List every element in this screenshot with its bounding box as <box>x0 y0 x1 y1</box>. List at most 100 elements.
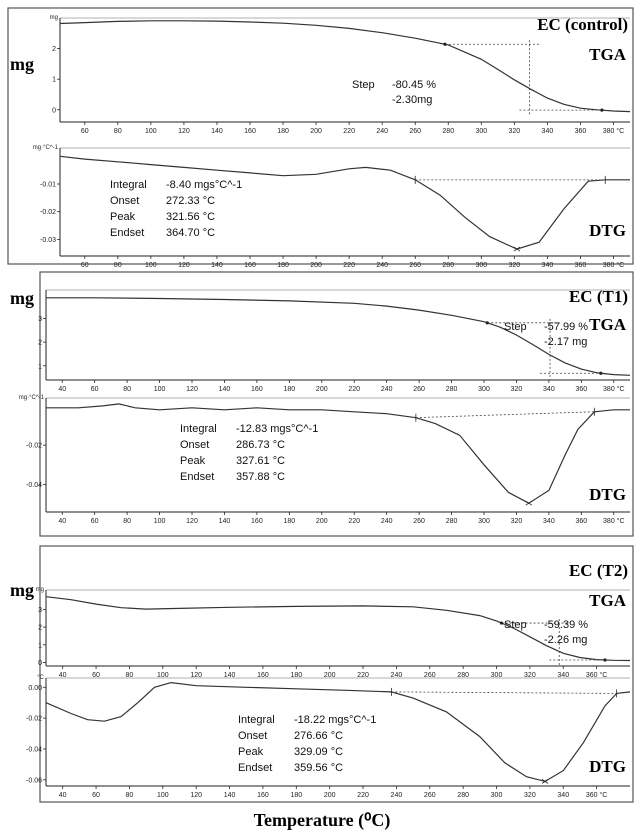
t2-dtg-x-tick-label: 320 <box>524 792 536 799</box>
t2-dtg-x-tick-label: 60 <box>92 792 100 799</box>
t1-dtg-integral-value: -12.83 mgs°C^-1 <box>236 423 318 435</box>
t2-dtg-x-tick-label: 120 <box>190 792 202 799</box>
control-dtg-x-tick-label: 100 <box>145 262 157 269</box>
t1-dtg-x-tick-label: 240 <box>381 518 393 525</box>
t1-tga-step-start-marker <box>485 321 489 325</box>
control-dtg-endset-label: Endset <box>110 227 144 239</box>
control-dtg-title: DTG <box>589 221 626 240</box>
t1-dtg-x-tick-label: 200 <box>316 518 328 525</box>
control-dtg-peak-marker <box>513 246 521 252</box>
control-dtg-peak-value: 321.56 °C <box>166 211 215 223</box>
t1-dtg-baseline <box>415 411 595 419</box>
t2-tga-y-tick-label: 1 <box>38 642 42 649</box>
t2-dtg-x-tick-label: 360 °C <box>586 791 607 799</box>
control-dtg-peak-label: Peak <box>110 211 136 223</box>
t2-dtg-integral-label: Integral <box>238 714 275 726</box>
t1-dtg-x-tick-label: 80 <box>123 518 131 525</box>
t1-tga-x-tick-label: 40 <box>58 386 66 393</box>
t1-dtg-x-tick-label: 160 <box>251 518 263 525</box>
control-dtg-x-tick-label: 240 <box>376 262 388 269</box>
t2-dtg-x-tick-label: 260 <box>424 792 436 799</box>
t2-dtg-y-tick-label: -0.02 <box>26 716 42 723</box>
t2-tga-step-start-marker <box>499 621 504 625</box>
control-tga-x-tick-label: 140 <box>211 128 223 135</box>
t1-tga-x-tick-label: 180 <box>283 386 295 393</box>
t2-tga-step-end-marker <box>603 658 607 662</box>
control-dtg-x-tick-label: 120 <box>178 262 190 269</box>
t1-dtg-x-tick-label: 120 <box>186 518 198 525</box>
panel-frame-control <box>7 7 634 265</box>
control-dtg-x-tick-label: 180 <box>277 262 289 269</box>
control-dtg-x-tick-label: 320 <box>509 262 521 269</box>
t1-tga-x-tick-label: 320 <box>511 386 523 393</box>
t2-tga-x-tick-label: 200 <box>324 672 336 679</box>
t1-tga-y-tick-label: 2 <box>38 340 42 347</box>
t1-dtg-x-tick-label: 40 <box>58 518 66 525</box>
control-tga-x-tick-label: 320 <box>509 128 521 135</box>
control-dtg-x-tick-label: 220 <box>343 262 355 269</box>
t1-tga-x-tick-label: 220 <box>348 386 360 393</box>
t1-dtg-y-tick-label: -0.04 <box>26 482 42 489</box>
mg-axis-label-control: mg <box>10 54 34 74</box>
control-dtg-x-tick-label: 200 <box>310 262 322 269</box>
t2-tga-x-tick-label: 140 <box>224 672 236 679</box>
t1-dtg-peak-label: Peak <box>180 455 206 467</box>
t2-tga-x-tick-label: 120 <box>190 672 202 679</box>
control-dtg-x-tick-label: 340 <box>542 262 554 269</box>
t1-dtg-x-tick-label: 220 <box>348 518 360 525</box>
t2-tga-x-tick-label: 60 <box>92 672 100 679</box>
t2-tga-x-tick-label: 240 <box>391 672 403 679</box>
t2-tga-x-tick-label: 80 <box>126 672 134 679</box>
control-dtg-y-tick-label: -0.03 <box>40 237 56 244</box>
t1-tga-x-tick-label: 340 <box>543 386 555 393</box>
control-dtg-x-tick-label: 160 <box>244 262 256 269</box>
control-tga-x-tick-label: 80 <box>114 128 122 135</box>
control-tga-y-tick-label: 1 <box>52 77 56 84</box>
control-tga-unit-label: mg <box>50 15 58 21</box>
sample-title-t2: EC (T2) <box>569 561 628 580</box>
t1-tga-x-tick-label: 100 <box>154 386 166 393</box>
t2-dtg-x-tick-label: 180 <box>290 792 302 799</box>
t2-dtg-x-tick-label: 240 <box>391 792 403 799</box>
t2-dtg-x-tick-label: 40 <box>59 792 67 799</box>
t2-dtg-peak-label: Peak <box>238 746 264 758</box>
t2-dtg-endset-value: 359.56 °C <box>294 762 343 774</box>
t2-dtg-x-tick-label: 340 <box>557 792 569 799</box>
t1-dtg-x-tick-label: 260 <box>413 518 425 525</box>
t1-tga-x-tick-label: 300 <box>478 386 490 393</box>
control-dtg-integral-value: -8.40 mgs°C^-1 <box>166 179 242 191</box>
t1-dtg-peak-value: 327.61 °C <box>236 455 285 467</box>
x-axis-title: Temperature (⁰C) <box>254 810 391 831</box>
t2-tga-title: TGA <box>589 591 627 610</box>
t2-tga-y-tick-label: 0 <box>38 660 42 667</box>
control-dtg-x-tick-label: 380 °C <box>603 261 624 269</box>
t1-dtg-curve <box>46 403 630 504</box>
control-tga-x-tick-label: 300 <box>475 128 487 135</box>
t2-tga-y-tick-label: 2 <box>38 625 42 632</box>
t2-tga-x-tick-label: 260 <box>424 672 436 679</box>
t2-dtg-peak-marker <box>541 779 549 784</box>
t1-dtg-x-tick-label: 60 <box>91 518 99 525</box>
sample-title-control: EC (control) <box>537 15 628 34</box>
t2-dtg-unit-label: °C <box>37 675 44 681</box>
control-tga-step-mass: -2.30mg <box>392 94 432 106</box>
panel-frame-t2 <box>39 545 634 803</box>
t1-dtg-x-tick-label: 140 <box>219 518 231 525</box>
t1-dtg-unit-label: mg·°C^-1 <box>19 395 45 401</box>
t1-dtg-x-tick-label: 360 <box>575 518 587 525</box>
t1-tga-x-tick-label: 360 <box>575 386 587 393</box>
control-tga-y-tick-label: 0 <box>52 107 56 114</box>
control-dtg-endset-value: 364.70 °C <box>166 227 215 239</box>
t2-dtg-x-tick-label: 100 <box>157 792 169 799</box>
t2-tga-x-tick-label: 300 <box>491 672 503 679</box>
mg-axis-label-t2: mg <box>10 580 34 600</box>
control-dtg-integral-label: Integral <box>110 179 147 191</box>
t2-tga-x-tick-label: 180 <box>290 672 302 679</box>
control-tga-x-tick-label: 360 <box>575 128 587 135</box>
t1-tga-step-mass: -2.17 mg <box>544 336 587 348</box>
t1-tga-x-tick-label: 140 <box>219 386 231 393</box>
t2-dtg-peak-value: 329.09 °C <box>294 746 343 758</box>
t1-tga-title: TGA <box>589 315 627 334</box>
t2-dtg-y-tick-label: -0.04 <box>26 746 42 753</box>
